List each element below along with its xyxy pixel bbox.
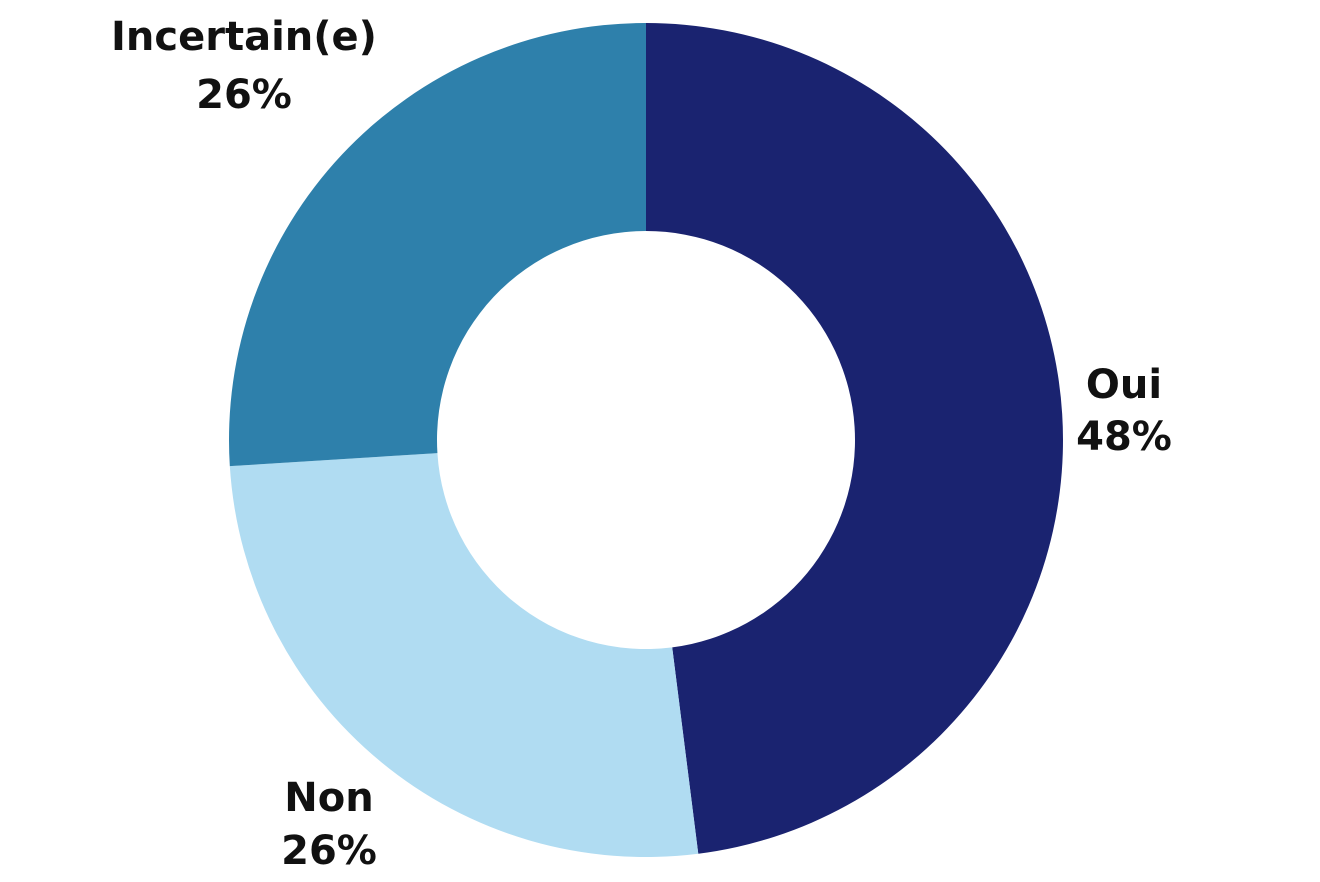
- slice-value-label-2: 26%: [196, 72, 292, 118]
- donut-slices: [229, 22, 1064, 857]
- slice-label-0: Oui: [1086, 362, 1162, 408]
- slice-non: [229, 453, 699, 857]
- slice-labels: Oui 48% Non 26% Incertain(e) 26%: [111, 14, 1172, 874]
- slice-oui: [646, 22, 1064, 854]
- slice-value-label-0: 48%: [1076, 414, 1172, 460]
- slice-value-label-1: 26%: [281, 828, 377, 874]
- slice-label-1: Non: [284, 775, 373, 821]
- slice-incertain-e: [229, 23, 647, 467]
- slice-label-2: Incertain(e): [111, 14, 377, 60]
